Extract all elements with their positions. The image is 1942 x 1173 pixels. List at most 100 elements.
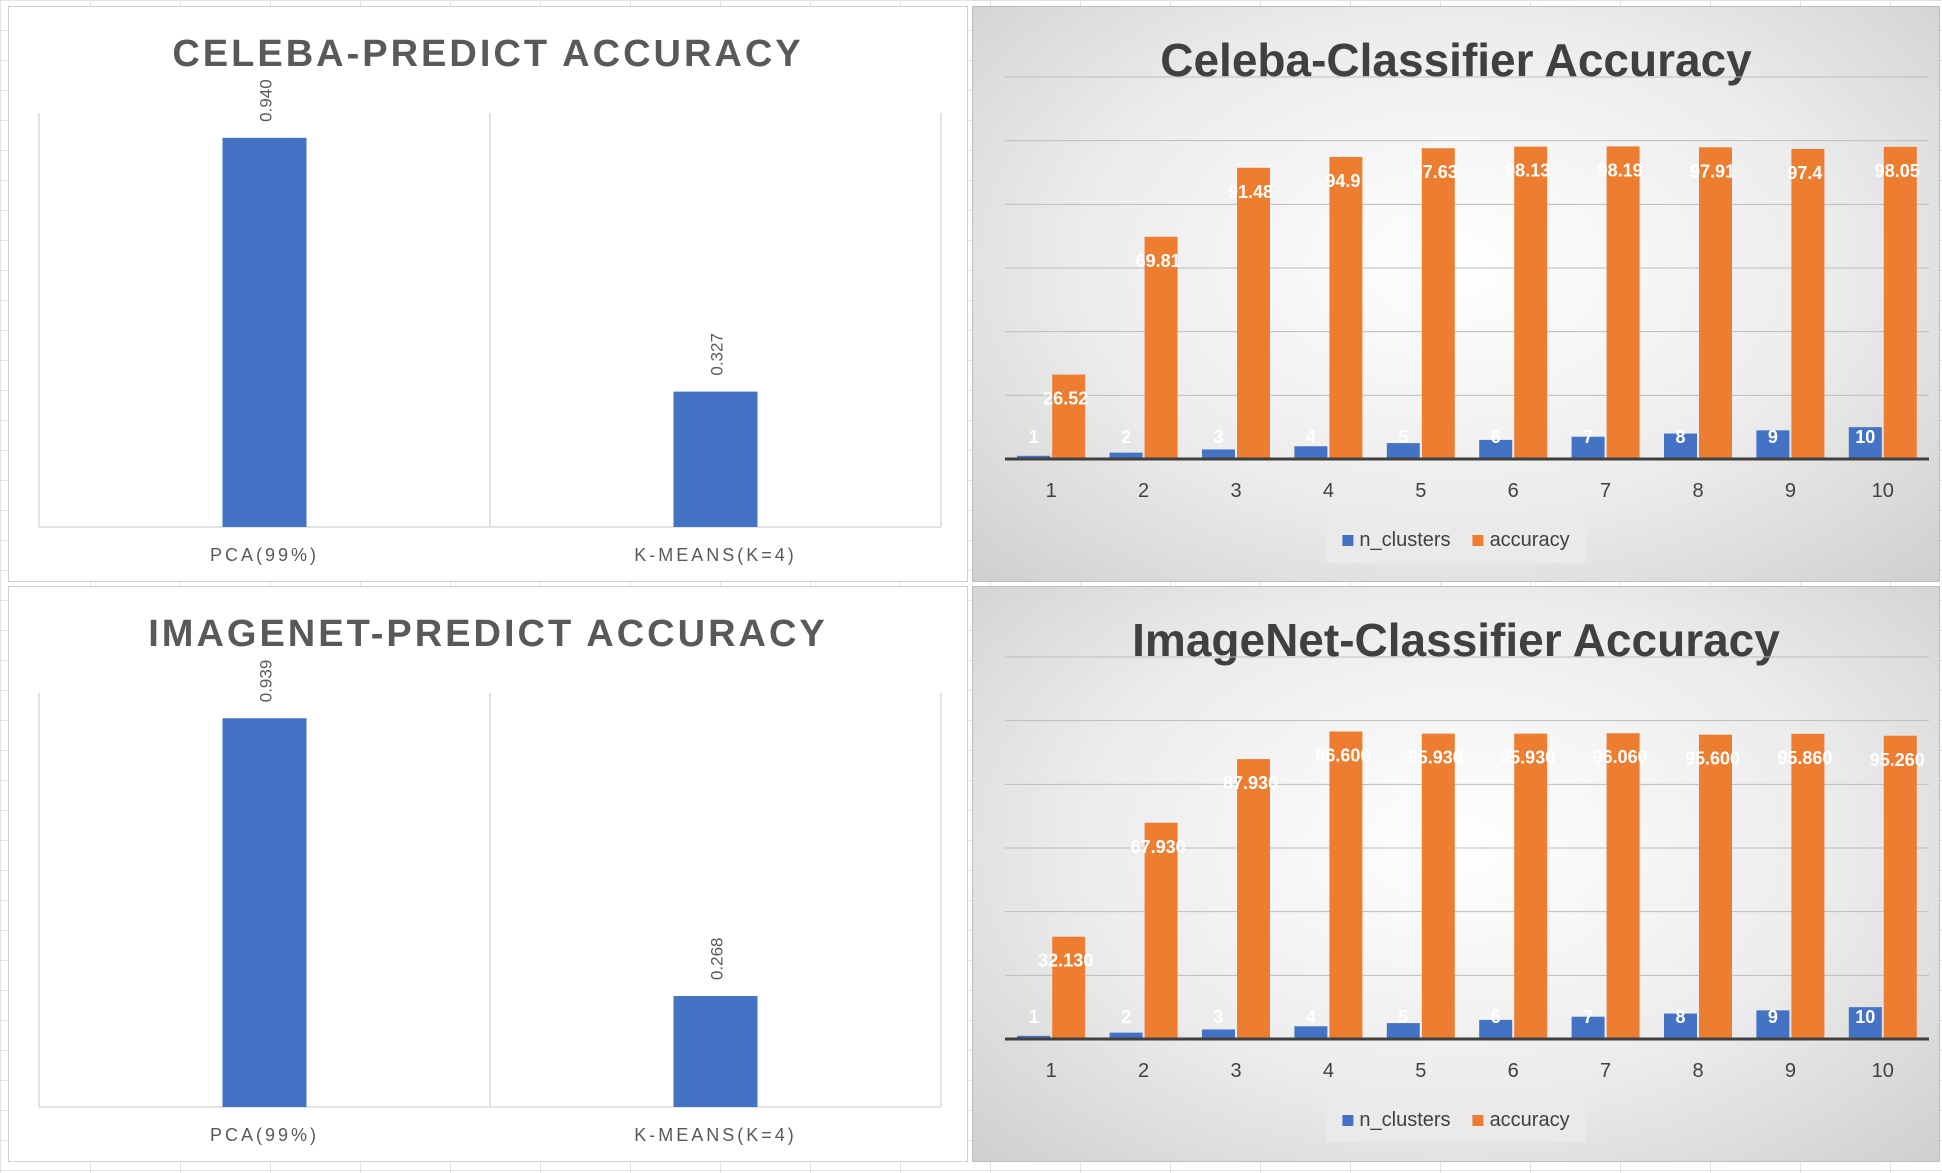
bar: [222, 718, 307, 1107]
bar-accuracy: [1144, 822, 1178, 1039]
bar-n-clusters: [1664, 433, 1697, 459]
bar-accuracy: [1699, 147, 1732, 460]
legend-item-accuracy: accuracy: [1472, 1108, 1570, 1132]
data-label-accuracy: 97.91: [1690, 161, 1735, 181]
tick-label: 2: [1138, 1060, 1149, 1082]
data-label-n-clusters: 8: [1675, 427, 1685, 447]
legend-label: accuracy: [1489, 1108, 1570, 1131]
legend-label: n_clusters: [1359, 1108, 1451, 1131]
data-label-n-clusters: 2: [1121, 1007, 1131, 1027]
data-label-n-clusters: 2: [1121, 427, 1131, 447]
bar-accuracy: [1052, 936, 1086, 1039]
bar-accuracy: [1791, 148, 1825, 459]
data-label-n-clusters: 10: [1855, 427, 1875, 447]
legend-swatch-icon: [1342, 534, 1354, 546]
tick-label: PCA(99%): [210, 1125, 319, 1145]
data-label-n-clusters: 4: [1306, 427, 1316, 447]
bar-n-clusters: [1756, 1010, 1790, 1039]
imagenet-classifier-chart: ImageNet-Classifier Accuracy 1 32.130 1 2 67…: [972, 586, 1940, 1162]
tick-label: 8: [1692, 1060, 1703, 1082]
data-label-accuracy: 97.63: [1413, 162, 1458, 182]
legend-item-accuracy: accuracy: [1472, 528, 1570, 552]
bar-n-clusters: [1109, 1032, 1143, 1039]
data-label-n-clusters: 3: [1213, 1007, 1223, 1027]
data-label-accuracy: 26.52: [1043, 389, 1088, 409]
data-label-accuracy: 96.060: [1593, 747, 1648, 767]
data-label-n-clusters: 8: [1675, 1007, 1685, 1027]
data-label-accuracy: 94.9: [1325, 171, 1360, 191]
tick-label: PCA(99%): [210, 545, 319, 565]
data-label: 0.268: [708, 938, 727, 981]
legend-item-n-clusters: n_clusters: [1342, 1108, 1451, 1132]
tick-label: 10: [1872, 1060, 1894, 1082]
bar-n-clusters: [1017, 1035, 1051, 1039]
chart-legend: n_clusters accuracy: [1326, 517, 1586, 563]
tick-label: 4: [1323, 1060, 1334, 1082]
bar-accuracy: [1144, 236, 1178, 459]
data-label-accuracy: 69.81: [1136, 251, 1181, 271]
data-label-n-clusters: 4: [1306, 1007, 1316, 1027]
data-label-accuracy: 97.4: [1787, 163, 1822, 183]
data-label-n-clusters: 7: [1583, 1007, 1593, 1027]
tick-label: 3: [1230, 480, 1241, 502]
bar: [222, 137, 307, 527]
data-label-accuracy: 87.930: [1223, 773, 1278, 793]
tick-label: 1: [1046, 1060, 1057, 1082]
tick-label: 5: [1415, 480, 1426, 502]
data-label-accuracy: 91.48: [1228, 182, 1273, 202]
data-label-n-clusters: 5: [1398, 1007, 1408, 1027]
bar-accuracy: [1606, 733, 1640, 1039]
bar-accuracy: [1606, 146, 1640, 459]
tick-label: 6: [1508, 1060, 1519, 1082]
data-label-accuracy: 32.130: [1038, 951, 1093, 971]
bar-n-clusters: [1664, 1013, 1697, 1039]
data-label-accuracy: 95.260: [1870, 750, 1925, 770]
bar: [673, 996, 758, 1107]
chart-plot-area: 0.939 PCA(99%) 0.268 K-MEANS(K=4): [38, 660, 942, 1145]
bar-accuracy: [1883, 735, 1917, 1039]
bar-n-clusters: [1479, 439, 1513, 459]
tick-label: 6: [1508, 480, 1519, 502]
data-label-n-clusters: 7: [1583, 427, 1593, 447]
bar-n-clusters: [1756, 430, 1790, 459]
chart-title: CELEBA-PREDICT ACCURACY: [172, 33, 804, 75]
tick-label: 2: [1138, 480, 1149, 502]
legend-swatch-icon: [1472, 534, 1484, 546]
data-label-accuracy: 95.600: [1685, 749, 1740, 769]
bar-n-clusters: [1479, 1019, 1513, 1039]
imagenet-predict-chart: IMAGENET-PREDICT ACCURACY 0.939 PCA(99%) 0…: [8, 586, 968, 1162]
bar-n-clusters: [1848, 1007, 1882, 1039]
data-label-accuracy: 98.13: [1505, 161, 1550, 181]
bar-accuracy: [1237, 759, 1270, 1039]
chart-plot-area: 0.940 PCA(99%) 0.327 K-MEANS(K=4): [38, 79, 942, 565]
data-label-n-clusters: 1: [1029, 427, 1039, 447]
tick-label: 3: [1230, 1060, 1241, 1082]
data-label-accuracy: 95.930: [1408, 748, 1463, 768]
bar-accuracy: [1052, 374, 1086, 459]
bar-n-clusters: [1571, 436, 1605, 459]
bar-accuracy: [1883, 146, 1917, 460]
bar-n-clusters: [1386, 1023, 1420, 1039]
bar-accuracy: [1514, 146, 1548, 459]
data-label-n-clusters: 3: [1213, 427, 1223, 447]
data-label-accuracy: 95.860: [1777, 748, 1832, 768]
data-label-accuracy: 96.600: [1315, 745, 1370, 765]
tick-label: 7: [1600, 480, 1611, 502]
data-label-accuracy: 98.05: [1875, 161, 1920, 181]
bar-n-clusters: [1017, 455, 1051, 459]
celeba-predict-chart: CELEBA-PREDICT ACCURACY 0.940 PCA(99%) 0.3…: [8, 6, 968, 582]
legend-label: accuracy: [1489, 528, 1570, 551]
bar-accuracy: [1514, 733, 1548, 1039]
data-label-accuracy: 95.930: [1500, 748, 1555, 768]
bar-accuracy: [1699, 734, 1732, 1039]
tick-label: 1: [1046, 480, 1057, 502]
bar-accuracy: [1421, 148, 1455, 459]
data-label-accuracy: 98.19: [1598, 160, 1643, 180]
chart-legend: n_clusters accuracy: [1326, 1097, 1586, 1143]
bar-accuracy: [1329, 731, 1363, 1039]
data-label-accuracy: 67.930: [1131, 837, 1186, 857]
tick-label: 5: [1415, 1060, 1426, 1082]
bar-n-clusters: [1294, 446, 1328, 459]
chart-title: IMAGENET-PREDICT ACCURACY: [148, 613, 828, 655]
chart-plot-area: 1 32.130 1 2 67.930 2 3 87.930 3 4 96.600 4 5 95.930 5…: [1005, 656, 1929, 1082]
